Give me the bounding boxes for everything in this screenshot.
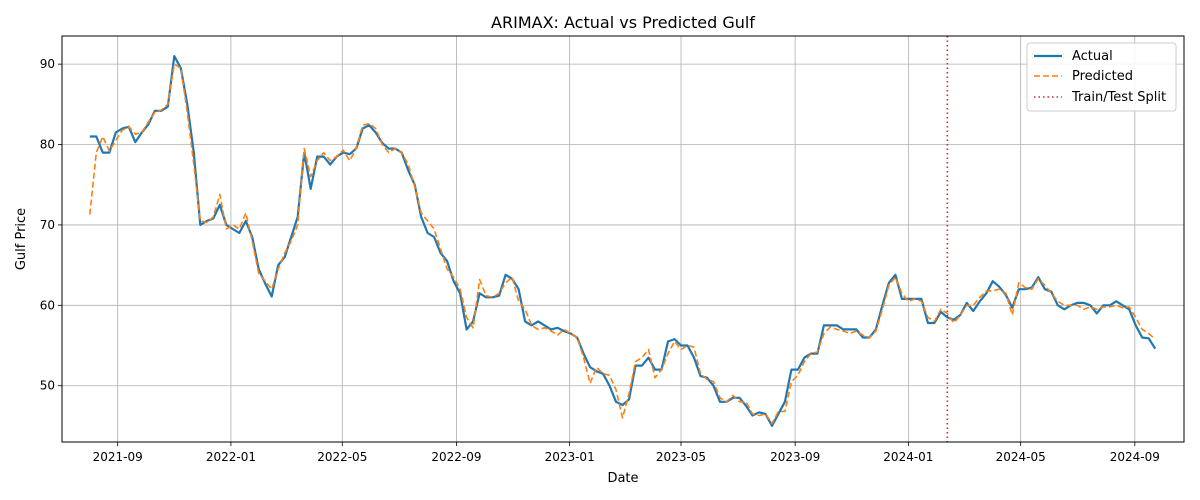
x-tick-label: 2024-09 xyxy=(1110,450,1160,464)
series-line-predicted xyxy=(89,63,1156,425)
x-tick-label: 2022-05 xyxy=(317,450,367,464)
legend-box xyxy=(1026,42,1177,112)
y-tick-label: 90 xyxy=(40,57,55,71)
series-layer xyxy=(89,54,1157,427)
plot-frame xyxy=(61,35,1185,443)
x-tick-label: 2024-05 xyxy=(996,450,1046,464)
y-axis-label: Gulf Price xyxy=(14,208,29,270)
legend-label-actual: Actual xyxy=(1072,49,1113,64)
y-axis-ticks: 50 60 70 80 90 xyxy=(40,57,62,393)
x-tick-label: 2022-01 xyxy=(206,450,256,464)
x-tick-label: 2023-09 xyxy=(770,450,820,464)
grid xyxy=(62,36,1184,442)
legend-label-split: Train/Test Split xyxy=(1071,90,1166,105)
x-tick-label: 2022-09 xyxy=(431,450,481,464)
legend-label-predicted: Predicted xyxy=(1072,69,1133,84)
y-tick-label: 80 xyxy=(40,138,55,152)
y-tick-label: 60 xyxy=(40,298,55,312)
x-tick-label: 2024-01 xyxy=(883,450,933,464)
y-tick-label: 50 xyxy=(40,379,55,393)
x-tick-label: 2023-01 xyxy=(545,450,595,464)
x-tick-label: 2021-09 xyxy=(93,450,143,464)
chart-title: ARIMAX: Actual vs Predicted Gulf xyxy=(491,13,755,32)
y-tick-label: 70 xyxy=(40,218,55,232)
series-line-actual xyxy=(89,54,1157,427)
legend: Actual Predicted Train/Test Split xyxy=(1026,42,1177,112)
x-axis-ticks: 2021-09 2022-01 2022-05 2022-09 2023-01 2023-… xyxy=(93,442,1160,464)
plot-area xyxy=(62,36,1184,442)
x-tick-label: 2023-05 xyxy=(656,450,706,464)
x-axis-label: Date xyxy=(607,471,638,486)
